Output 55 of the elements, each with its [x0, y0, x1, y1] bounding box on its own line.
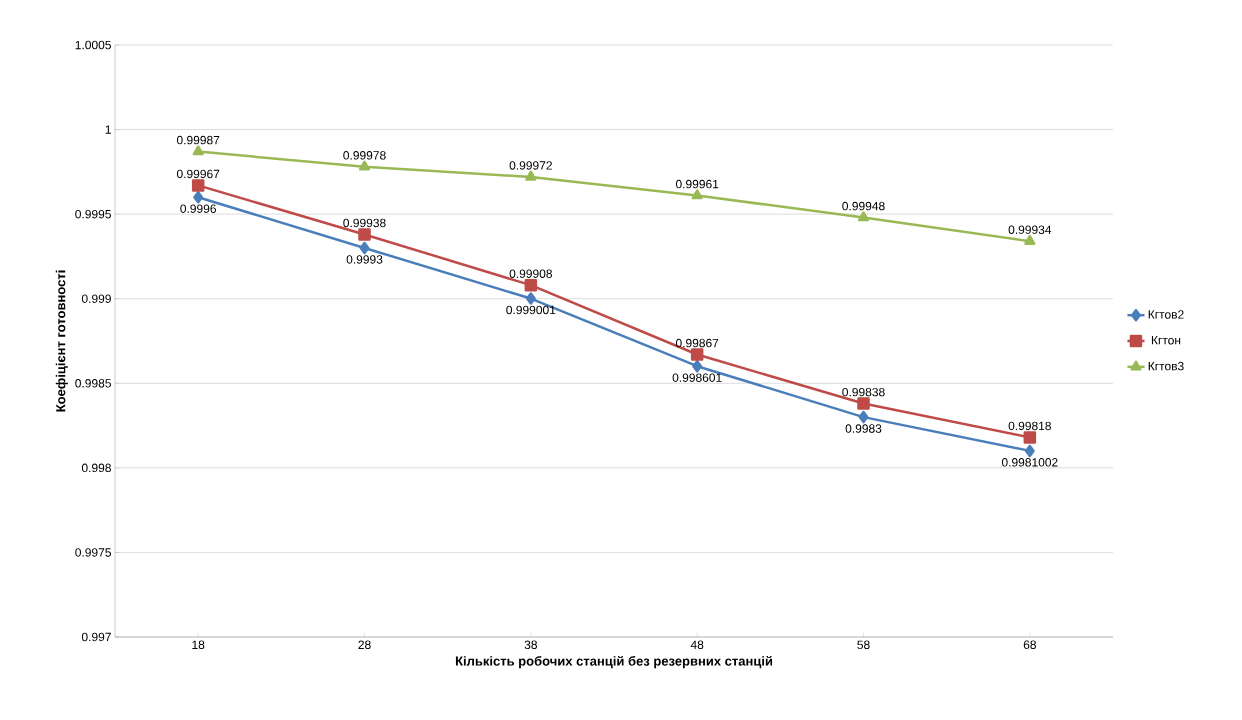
data-label: 0.99818 [1008, 421, 1051, 431]
point [857, 397, 870, 410]
y-tick-label: 0.998 [81, 463, 111, 473]
point [858, 410, 869, 424]
data-label: 0.99948 [842, 201, 885, 211]
point [525, 170, 537, 181]
point [192, 145, 204, 156]
y-tick-label: 0.999 [81, 294, 111, 303]
x-tick-label: 68 [1023, 640, 1036, 650]
point [1023, 431, 1037, 444]
data-label: 0.9993 [346, 255, 383, 264]
data-label: 0.9981002 [1001, 458, 1058, 467]
y-tick-label: 1.0005 [75, 40, 111, 50]
legend-label: Кгтов3 [1148, 361, 1184, 371]
point [690, 348, 704, 361]
x-tick-label: 18 [192, 640, 205, 650]
y-tick-label: 0.9995 [75, 209, 111, 219]
point [1024, 444, 1035, 458]
data-label: 0.99961 [675, 179, 719, 189]
data-label: 0.99934 [1008, 225, 1052, 234]
point [691, 189, 703, 200]
data-label: 0.99967 [176, 169, 220, 179]
x-axis-title: Кількість робочих станцій без резервних станцій [455, 655, 773, 669]
legend-label: Кгтон [1151, 336, 1181, 345]
x-tick-label: 58 [857, 640, 870, 650]
data-label: 0.9996 [180, 204, 216, 213]
data-label: 0.99987 [176, 135, 220, 145]
x-tick-label: 28 [358, 640, 371, 650]
legend-label: Кгтов2 [1148, 310, 1184, 319]
data-label: 0.99938 [343, 218, 386, 228]
y-axis-title: Коефіцієнт готовності [55, 270, 68, 412]
point [857, 211, 870, 222]
y-tick-label: 0.9985 [75, 379, 111, 388]
point [692, 359, 703, 373]
x-tick-label: 48 [690, 640, 704, 650]
x-tick-label: 38 [524, 640, 537, 650]
data-label: 0.998601 [672, 373, 722, 382]
point [191, 179, 205, 192]
data-label: 0.99838 [842, 387, 885, 397]
y-tick-label: 0.997 [81, 632, 111, 642]
point [193, 190, 204, 204]
point [524, 278, 538, 292]
point [359, 241, 370, 255]
point [1024, 234, 1036, 245]
data-label: 0.9983 [845, 424, 882, 433]
y-tick-label: 1 [105, 125, 111, 134]
data-label: 0.999001 [506, 305, 556, 315]
point [358, 160, 371, 171]
data-label: 0.99867 [675, 338, 719, 348]
point [525, 292, 536, 305]
y-tick-label: 0.9975 [75, 548, 111, 557]
data-label: 0.99978 [343, 151, 386, 160]
data-label: 0.99908 [509, 269, 552, 278]
data-label: 0.99972 [509, 161, 552, 170]
point [358, 228, 371, 241]
